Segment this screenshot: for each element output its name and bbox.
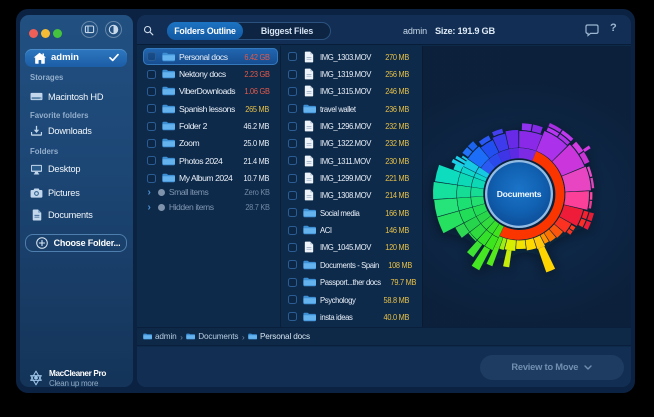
- svg-text:Documents: Documents: [497, 189, 542, 199]
